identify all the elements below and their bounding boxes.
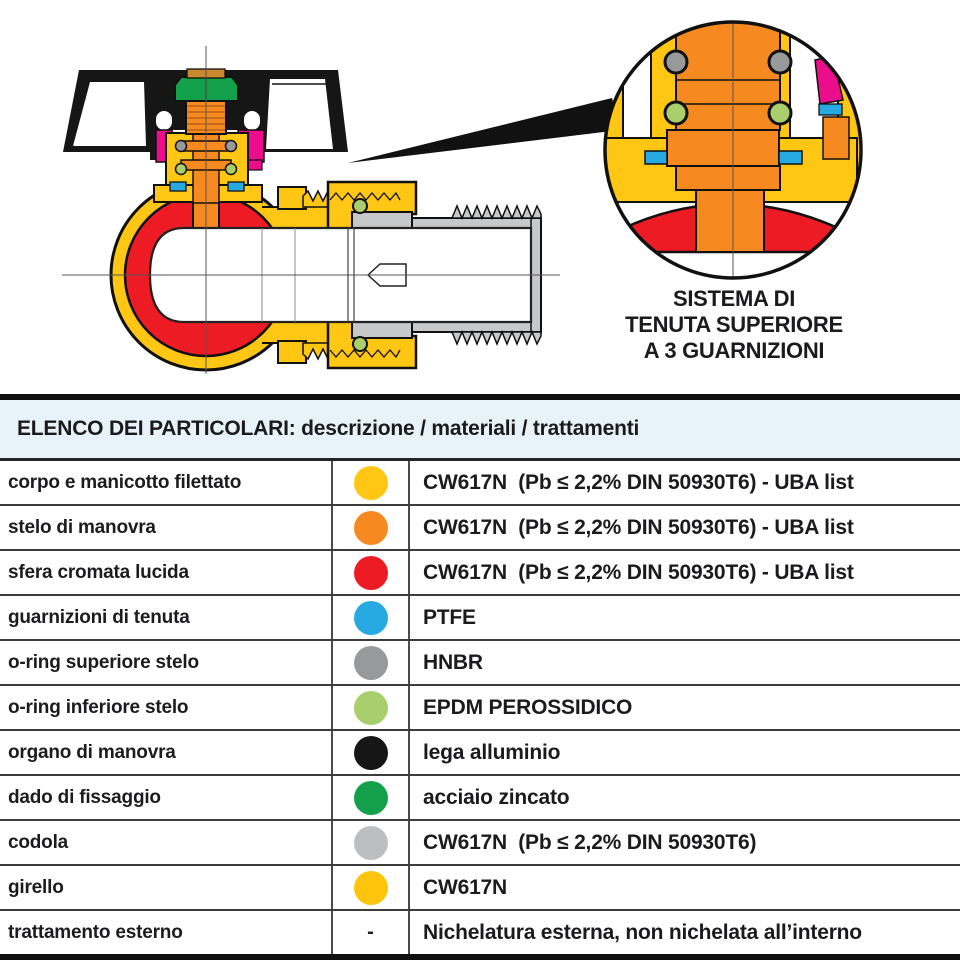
color-swatch-cell — [333, 731, 410, 774]
tail-thread-top — [450, 204, 542, 220]
tail-thread-bottom — [450, 330, 542, 346]
detail-lower-oring — [663, 100, 689, 126]
part-description: codola — [0, 821, 333, 864]
part-material: HNBR — [423, 650, 483, 674]
caption-line-2: TENUTA SUPERIORE — [625, 312, 843, 337]
detail-ptfe-seal — [778, 150, 803, 165]
detail-stem-foot — [695, 189, 765, 253]
part-description: dado di fissaggio — [0, 776, 333, 819]
table-row: sfera cromata lucida CW617N (Pb ≤ 2,2% D… — [0, 549, 960, 594]
lower-oring — [174, 162, 188, 176]
color-swatch-cell — [333, 641, 410, 684]
table-row: organo di manovra lega alluminio — [0, 729, 960, 774]
valve-cross-section-drawing — [62, 20, 863, 374]
upper-oring — [224, 139, 238, 153]
part-description: girello — [0, 866, 333, 909]
color-dot — [353, 690, 388, 725]
color-dot — [353, 645, 388, 680]
table-row: codola CW617N (Pb ≤ 2,2% DIN 50930T6) — [0, 819, 960, 864]
part-description: trattamento esterno — [0, 911, 333, 954]
color-dot — [353, 555, 388, 590]
part-description: guarnizioni di tenuta — [0, 596, 333, 639]
centerlines — [62, 46, 560, 374]
no-color-dash: - — [367, 921, 374, 943]
part-description: organo di manovra — [0, 731, 333, 774]
part-material: lega alluminio — [423, 740, 561, 764]
table-row: o-ring superiore stelo HNBR — [0, 639, 960, 684]
table-header: ELENCO DEI PARTICOLARI: descrizione / ma… — [0, 400, 960, 461]
no-color-dash — [333, 866, 408, 909]
leader-line — [348, 98, 620, 163]
caption-line-1: SISTEMA DI — [672, 286, 796, 311]
color-dot — [353, 510, 388, 545]
caption-line-3: A 3 GUARNIZIONI — [643, 338, 825, 363]
part-material: CW617N (Pb ≤ 2,2% DIN 50930T6) — [423, 830, 757, 854]
upper-oring — [174, 139, 188, 153]
table-row: trattamento esterno - Nichelatura estern… — [0, 909, 960, 954]
part-material: EPDM PEROSSIDICO — [423, 695, 633, 719]
part-material: CW617N (Pb ≤ 2,2% DIN 50930T6) - UBA lis… — [423, 560, 854, 584]
no-color-dash — [333, 776, 408, 819]
color-swatch-cell — [333, 776, 410, 819]
no-color-dash — [333, 461, 408, 504]
part-description: stelo di manovra — [0, 506, 333, 549]
detail-ptfe-seal — [644, 150, 668, 165]
part-material: Nichelatura esterna, non nichelata all’i… — [423, 920, 862, 944]
color-swatch-cell — [333, 461, 410, 504]
part-description: o-ring superiore stelo — [0, 641, 333, 684]
part-description: sfera cromata lucida — [0, 551, 333, 594]
table-row: corpo e manicotto filettato CW617N (Pb ≤… — [0, 461, 960, 504]
lower-oring — [224, 162, 238, 176]
part-material: PTFE — [423, 605, 476, 629]
table-row: guarnizioni di tenuta PTFE — [0, 594, 960, 639]
no-color-dash — [333, 596, 408, 639]
color-swatch-cell — [333, 506, 410, 549]
color-dot — [353, 600, 388, 635]
color-dot — [353, 780, 388, 815]
color-swatch-cell — [333, 686, 410, 729]
table-row: stelo di manovra CW617N (Pb ≤ 2,2% DIN 5… — [0, 504, 960, 549]
color-swatch-cell — [333, 821, 410, 864]
detail-stem — [675, 22, 781, 131]
color-dot — [353, 870, 388, 905]
table-row: dado di fissaggio acciaio zincato — [0, 774, 960, 819]
part-material: acciaio zincato — [423, 785, 570, 809]
no-color-dash — [333, 551, 408, 594]
ptfe-seal — [227, 181, 245, 192]
color-swatch-cell: - — [333, 911, 410, 954]
table-rows: corpo e manicotto filettato CW617N (Pb ≤… — [0, 461, 960, 954]
junction-oring-bottom — [352, 336, 368, 352]
color-dot — [353, 735, 388, 770]
detail-upper-oring — [767, 49, 793, 75]
parts-table: ELENCO DEI PARTICOLARI: descrizione / ma… — [0, 394, 960, 960]
junction-oring-top — [352, 198, 368, 214]
no-color-dash — [333, 731, 408, 774]
table-row: o-ring inferiore stelo EPDM PEROSSIDICO — [0, 684, 960, 729]
part-description: o-ring inferiore stelo — [0, 686, 333, 729]
color-dot — [353, 825, 388, 860]
part-material: CW617N (Pb ≤ 2,2% DIN 50930T6) - UBA lis… — [423, 515, 854, 539]
detail-circle-outline — [603, 20, 863, 280]
part-material: CW617N (Pb ≤ 2,2% DIN 50930T6) - UBA lis… — [423, 470, 854, 494]
color-swatch-cell — [333, 551, 410, 594]
part-material: CW617N — [423, 875, 507, 899]
table-row: girello CW617N — [0, 864, 960, 909]
ptfe-seal — [169, 181, 187, 192]
detail-circle-content — [605, 22, 861, 278]
no-color-dash — [333, 506, 408, 549]
color-dot — [353, 465, 388, 500]
detail-caption: SISTEMA DI TENUTA SUPERIORE A 3 GUARNIZI… — [593, 286, 875, 364]
color-swatch-cell — [333, 596, 410, 639]
no-color-dash — [333, 686, 408, 729]
technical-diagram: SISTEMA DI TENUTA SUPERIORE A 3 GUARNIZI… — [0, 0, 960, 394]
detail-upper-oring — [663, 49, 689, 75]
detail-lower-oring — [767, 100, 793, 126]
color-swatch-cell — [333, 866, 410, 909]
part-description: corpo e manicotto filettato — [0, 461, 333, 504]
no-color-dash — [333, 821, 408, 864]
no-color-dash — [333, 641, 408, 684]
